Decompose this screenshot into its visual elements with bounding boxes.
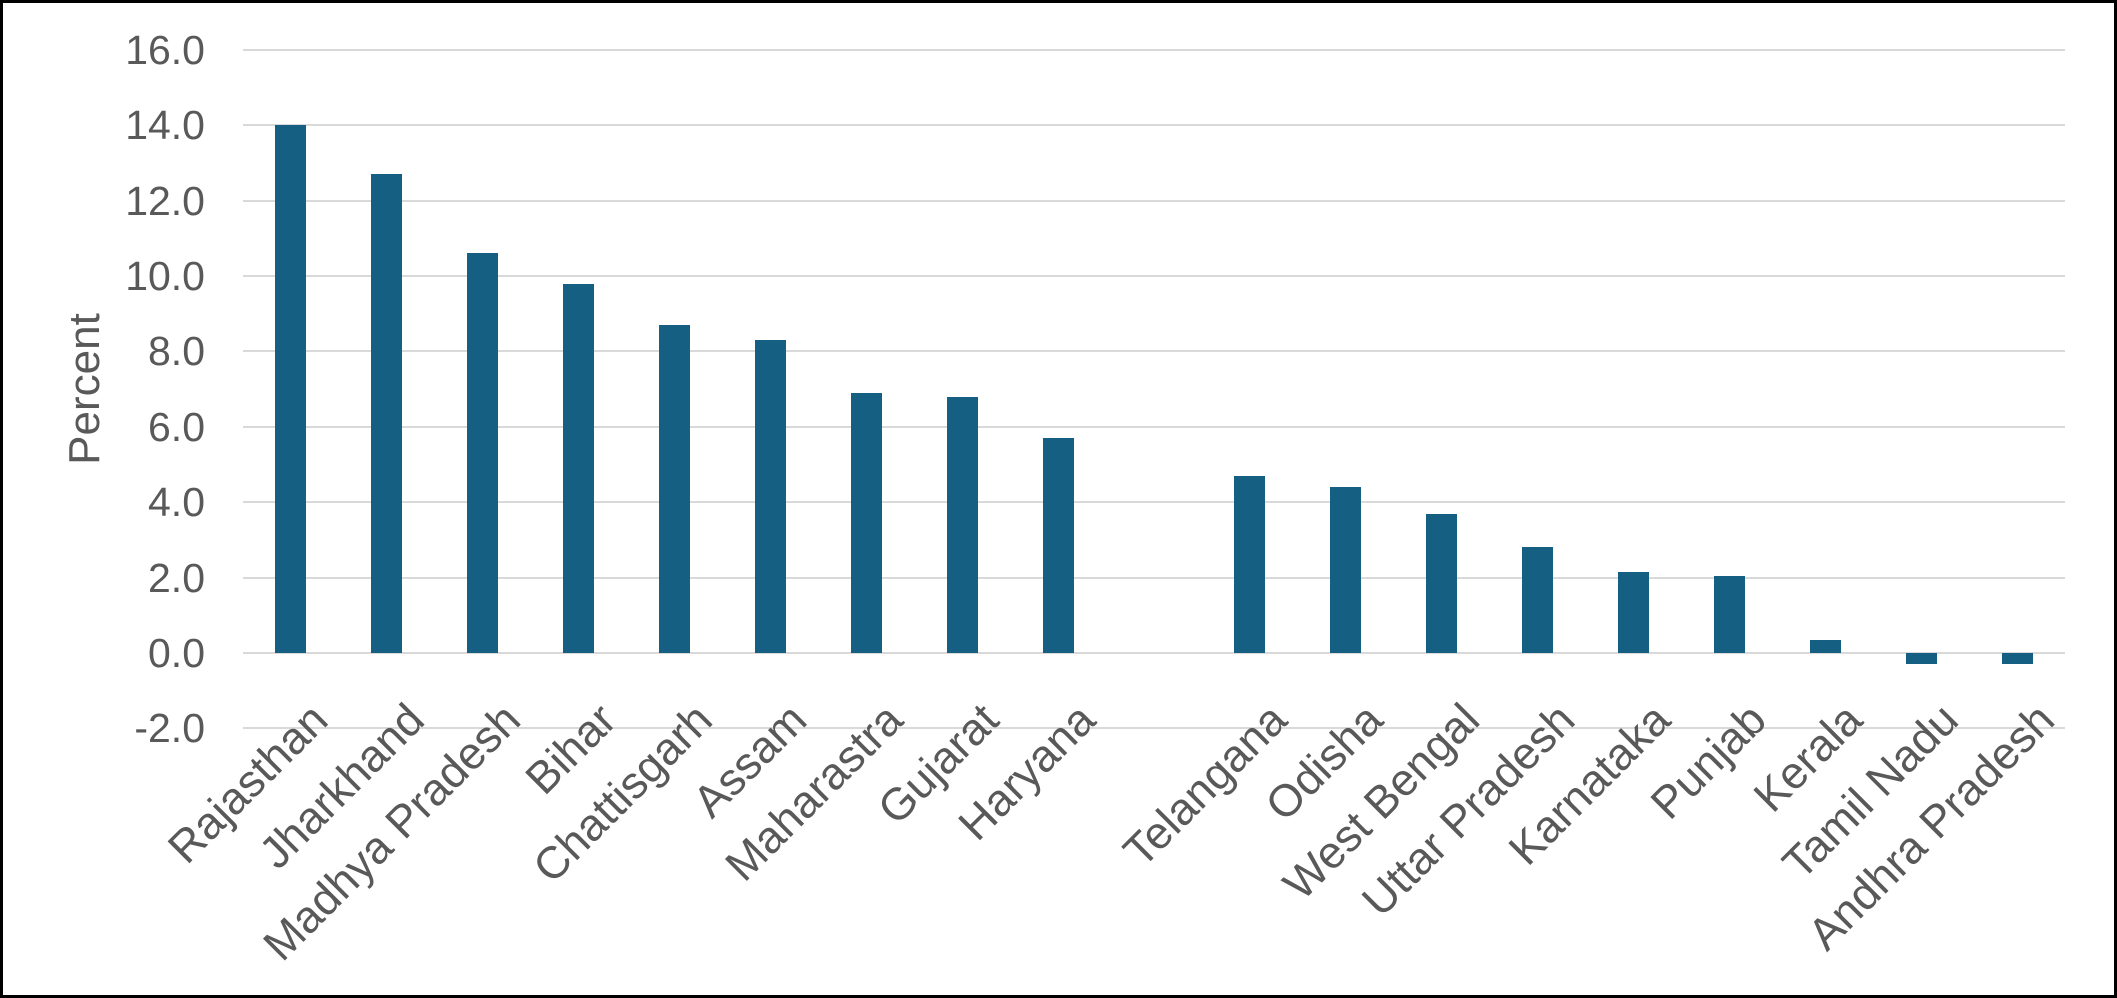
y-tick-label-14.0: 14.0 [125, 102, 205, 148]
bar-madhya-pradesh [467, 253, 498, 653]
gridline-8.0 [243, 350, 2065, 352]
y-tick-label--2.0: -2.0 [134, 705, 205, 751]
bar-karnataka [1618, 572, 1649, 653]
gridline-0.0 [243, 652, 2065, 654]
y-tick-label-16.0: 16.0 [125, 27, 205, 73]
y-axis-title: Percent [60, 313, 109, 465]
bar-telangana [1234, 476, 1265, 653]
y-tick-label-10.0: 10.0 [125, 253, 205, 299]
bar-jharkhand [371, 174, 402, 653]
gridline-16.0 [243, 49, 2065, 51]
gridline--2.0 [243, 727, 2065, 729]
bar-andhra-pradesh [2002, 653, 2033, 664]
y-tick-label-6.0: 6.0 [148, 404, 205, 450]
bar-chattisgarh [659, 325, 690, 653]
bar-odisha [1330, 487, 1361, 653]
gridline-6.0 [243, 426, 2065, 428]
gridline-12.0 [243, 200, 2065, 202]
gridline-14.0 [243, 124, 2065, 126]
bar-bihar [563, 284, 594, 653]
y-tick-label-0.0: 0.0 [148, 630, 205, 676]
y-tick-label-12.0: 12.0 [125, 178, 205, 224]
bar-assam [755, 340, 786, 653]
bar-gujarat [947, 397, 978, 653]
bar-tamil-nadu [1906, 653, 1937, 664]
y-tick-label-2.0: 2.0 [148, 555, 205, 601]
bar-punjab [1714, 576, 1745, 653]
gridline-4.0 [243, 501, 2065, 503]
bar-haryana [1043, 438, 1074, 653]
bar-uttar-pradesh [1522, 547, 1553, 653]
bar-maharastra [851, 393, 882, 653]
bar-kerala [1810, 640, 1841, 653]
gridline-10.0 [243, 275, 2065, 277]
y-tick-label-4.0: 4.0 [148, 479, 205, 525]
gridline-2.0 [243, 577, 2065, 579]
bar-rajasthan [275, 125, 306, 653]
bar-west-bengal [1426, 514, 1457, 653]
y-tick-label-8.0: 8.0 [148, 328, 205, 374]
